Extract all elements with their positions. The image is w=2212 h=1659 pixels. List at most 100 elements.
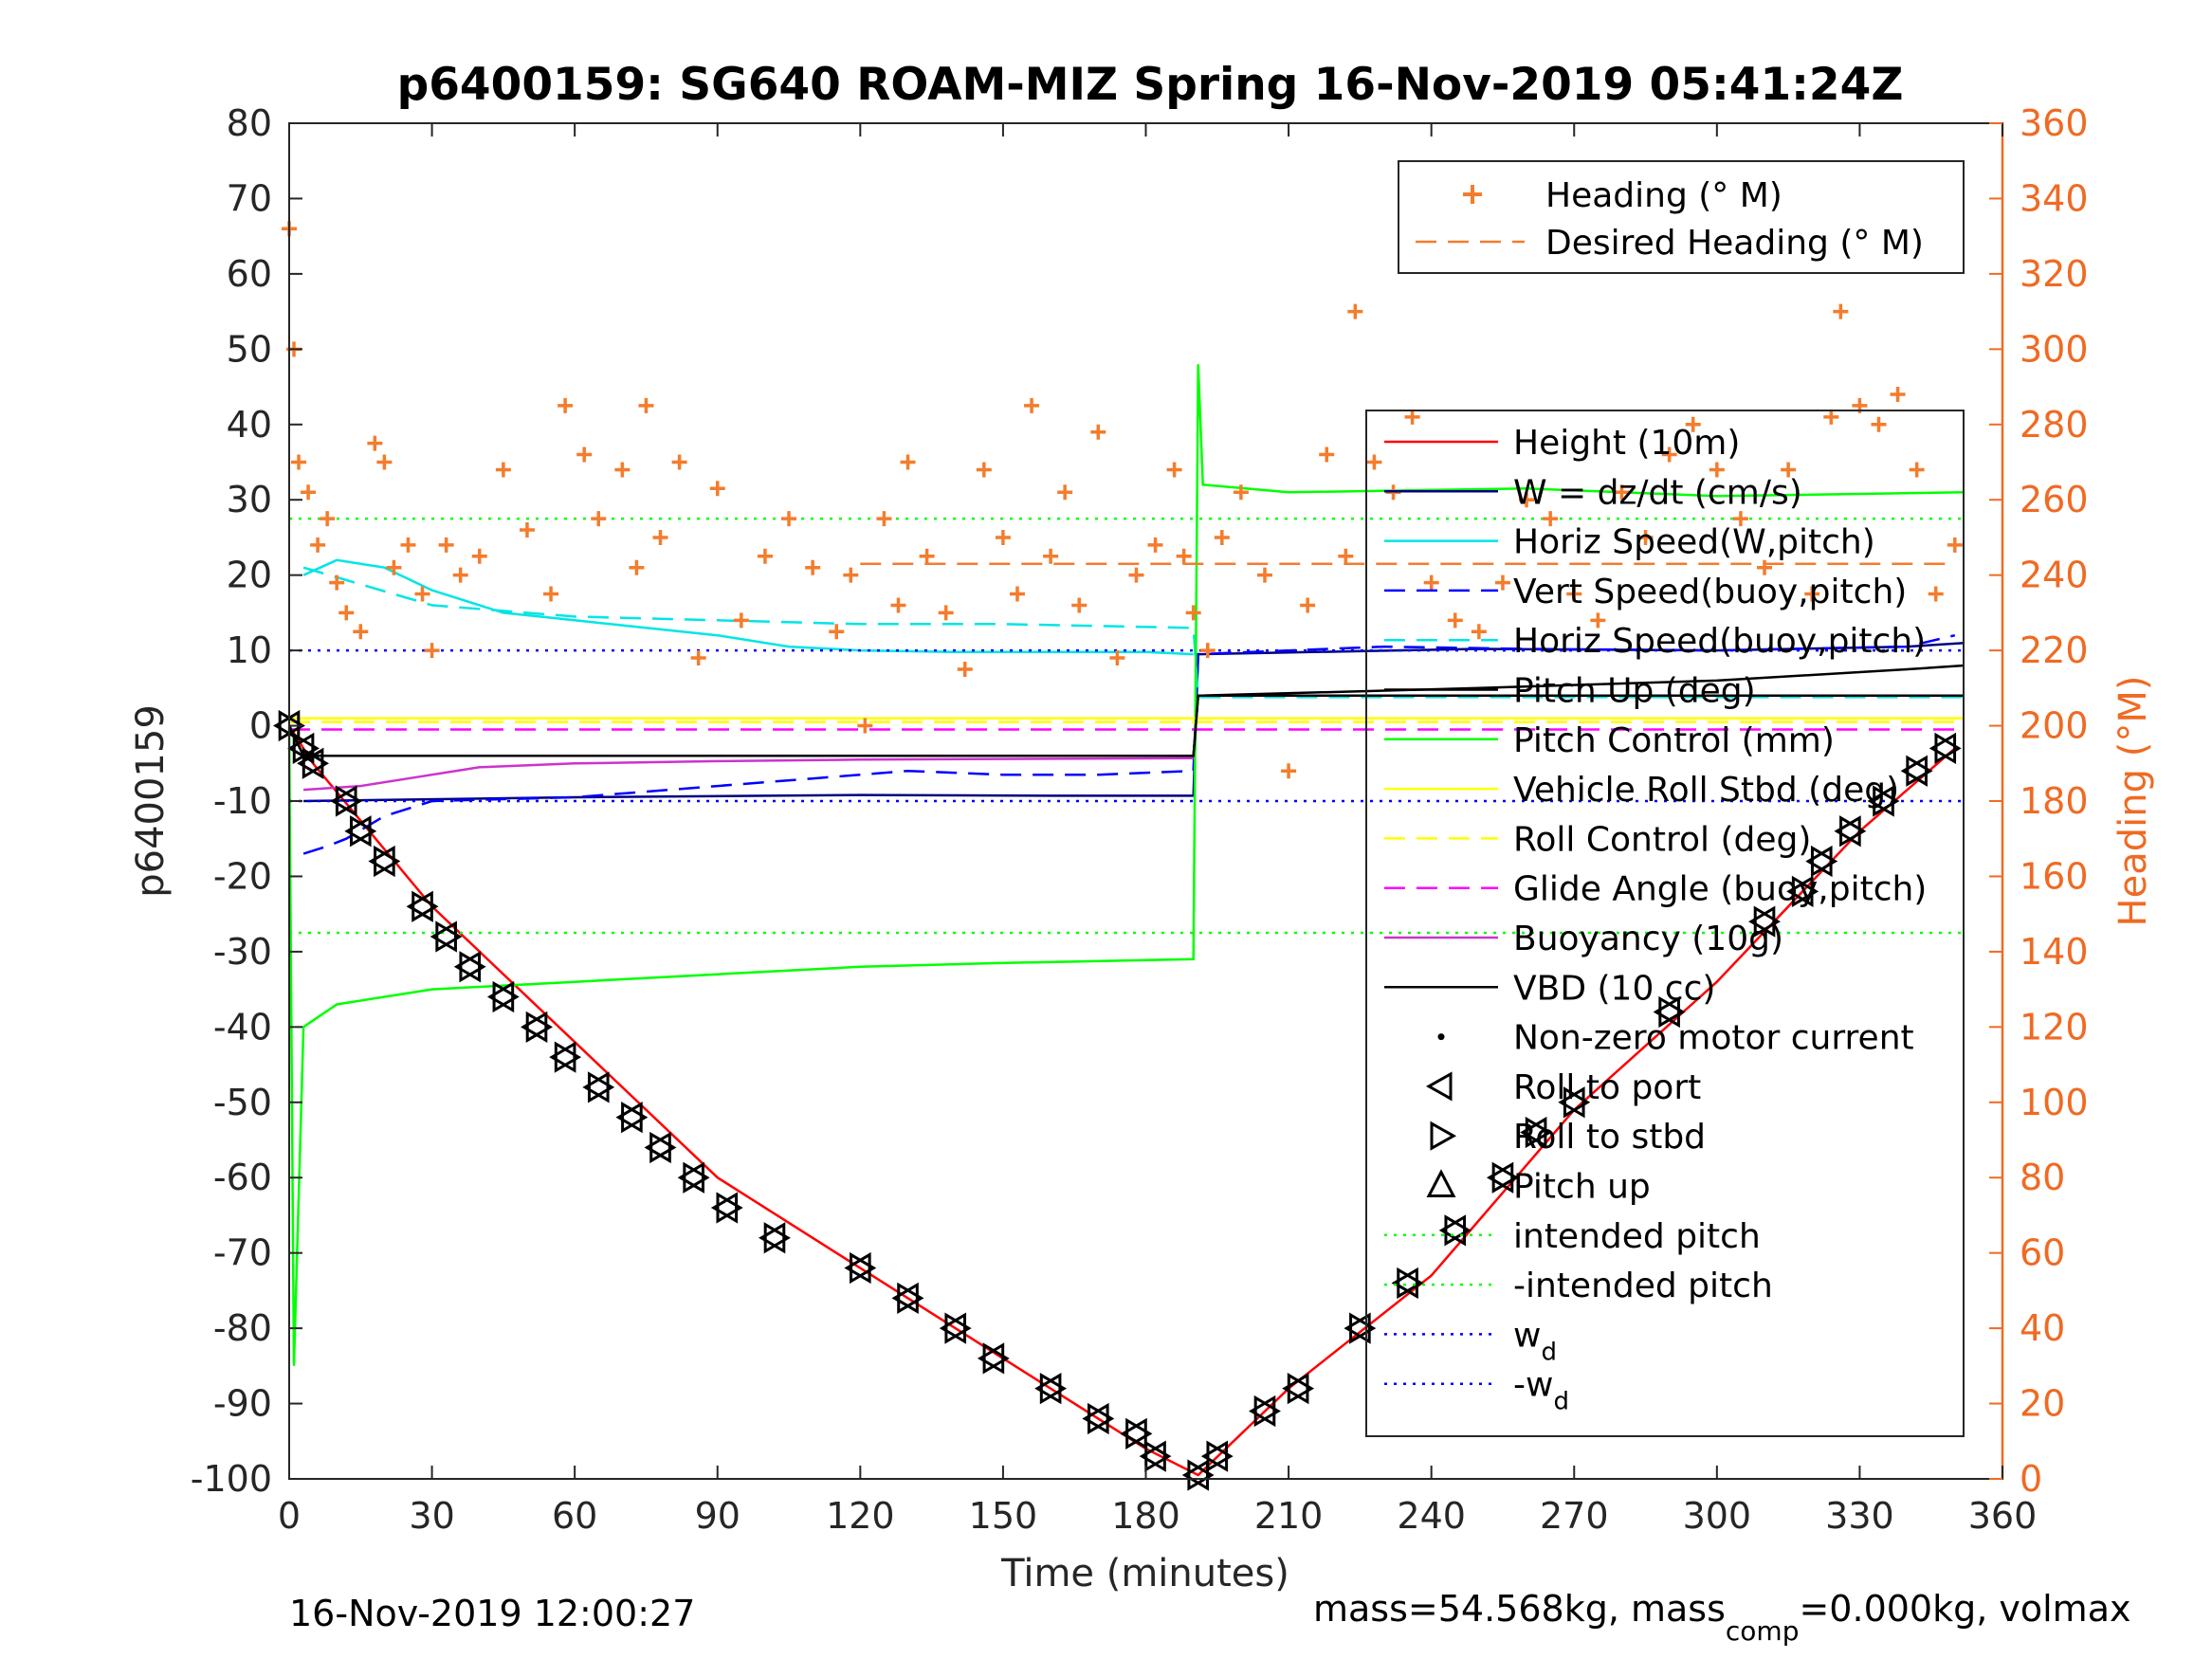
y-tick-label: 60 — [227, 253, 272, 295]
legend-label: Horiz Speed(buoy,pitch) — [1513, 622, 1926, 661]
series-layer — [287, 364, 1965, 1477]
y-tick-label: -100 — [191, 1458, 272, 1500]
heading-point — [291, 454, 307, 470]
legend-label: Pitch Control (mm) — [1513, 721, 1835, 760]
roll-to-stbd-marker — [1088, 1402, 1115, 1435]
roll-to-stbd-marker — [435, 921, 463, 953]
legend-label-text: Pitch up — [1513, 1168, 1651, 1207]
roll-to-port-marker — [1282, 1373, 1309, 1405]
footer-timestamp: 16-Nov-2019 12:00:27 — [289, 1593, 695, 1634]
heading-point — [414, 586, 430, 602]
legend-label-text: Roll Control (deg) — [1513, 820, 1811, 859]
heading-point — [805, 559, 821, 575]
heading-point — [1090, 424, 1106, 440]
heading-point — [709, 481, 725, 497]
x-tick-label: 240 — [1397, 1495, 1466, 1537]
roll-to-port-marker — [1900, 755, 1928, 787]
roll-to-stbd-marker — [587, 1071, 615, 1103]
legend-label: Vert Speed(buoy,pitch) — [1513, 573, 1907, 611]
roll-to-stbd-marker — [1791, 875, 1819, 907]
heading-point — [1043, 548, 1059, 564]
roll-to-port-marker — [1486, 1161, 1514, 1194]
heading-point — [733, 612, 749, 629]
roll-to-stbd-marker — [1839, 815, 1867, 848]
roll-to-stbd-marker — [763, 1222, 791, 1254]
x-tick-label: 30 — [409, 1495, 454, 1537]
roll-to-port-marker — [1834, 815, 1861, 848]
heading-point — [452, 567, 468, 583]
roll-to-stbd-marker — [1349, 1312, 1377, 1344]
y2-tick-label: 180 — [2020, 780, 2089, 822]
heading-point — [1185, 605, 1201, 621]
legend-label-text: Roll to port — [1513, 1068, 1701, 1107]
y2-tick-label: 240 — [2020, 555, 2089, 596]
heading-point — [1590, 612, 1606, 629]
heading-point — [424, 643, 440, 659]
roll-to-stbd-marker — [1563, 1086, 1591, 1119]
roll-to-stbd-marker — [554, 1041, 582, 1073]
heading-point — [1804, 586, 1820, 602]
y-tick-label: -60 — [213, 1157, 272, 1198]
legend-label: Roll Control (deg) — [1513, 820, 1811, 859]
roll-to-stbd-marker — [1187, 1459, 1215, 1491]
roll-to-stbd-marker — [411, 890, 439, 922]
heading-points-layer — [282, 221, 1963, 779]
heading-point — [495, 462, 511, 478]
heading-point — [1890, 387, 1906, 402]
roll-to-port-marker — [1805, 845, 1833, 878]
roll-to-stbd-marker — [897, 1282, 924, 1314]
roll-to-port-marker — [368, 845, 395, 878]
legend-label: Pitch Up (deg) — [1513, 672, 1756, 711]
heading-point — [1300, 597, 1316, 613]
legend-label: Height (10m) — [1513, 424, 1740, 463]
heading-point — [1199, 643, 1216, 659]
roll-to-port-marker — [1249, 1395, 1276, 1428]
legend-label: W = dz/dt (cm/s) — [1513, 473, 1802, 512]
chart-title: p6400159: SG640 ROAM-MIZ Spring 16-Nov-2… — [397, 59, 1904, 111]
legend-label-text: Horiz Speed(W,pitch) — [1513, 523, 1875, 562]
roll-to-port-marker — [521, 1011, 548, 1043]
y2-tick-label: 120 — [2020, 1006, 2089, 1048]
legend-label: wd — [1513, 1316, 1557, 1366]
heading-point — [976, 462, 992, 478]
roll-to-stbd-marker — [1397, 1267, 1424, 1300]
roll-to-stbd-marker — [1039, 1373, 1068, 1405]
x-tick-label: 360 — [1968, 1495, 2038, 1537]
heading-point — [638, 397, 654, 413]
legend-swatch — [1437, 1033, 1445, 1041]
roll-to-stbd-marker — [1491, 1161, 1519, 1194]
heading-point — [576, 447, 593, 463]
heading-point — [652, 529, 668, 545]
roll-to-port-marker — [330, 785, 357, 817]
legend-main-items: Height (10m) W = dz/dt (cm/s) Horiz Speed(… — [1384, 424, 1927, 1416]
roll-to-stbd-marker — [1253, 1395, 1281, 1428]
y-tick-label: 20 — [227, 555, 272, 596]
heading-point — [1637, 529, 1654, 545]
y2-tick-label: 360 — [2020, 102, 2089, 144]
heading-point — [829, 624, 845, 640]
heading-point — [1471, 624, 1487, 640]
roll-to-port-marker — [1344, 1312, 1371, 1344]
heading-point — [1566, 586, 1582, 602]
roll-to-stbd-marker — [525, 1011, 553, 1043]
roll-to-port-marker — [1929, 732, 1957, 765]
legend-label-sub: d — [1553, 1388, 1569, 1416]
roll-to-stbd-marker — [278, 709, 305, 742]
heading-point — [1256, 567, 1272, 583]
roll-to-stbd-marker — [649, 1131, 677, 1164]
heading-point — [310, 537, 326, 553]
heading-point — [320, 511, 336, 527]
roll-to-stbd-marker — [850, 1251, 877, 1285]
roll-to-port-marker — [1181, 1459, 1210, 1491]
roll-to-port-marker — [344, 815, 372, 848]
roll-to-port-marker — [677, 1161, 704, 1194]
roll-to-stbd-marker — [944, 1312, 972, 1344]
heading-point — [338, 605, 355, 621]
roll-to-port-marker — [549, 1041, 576, 1073]
x-tick-label: 330 — [1825, 1495, 1894, 1537]
heading-point — [1366, 454, 1382, 470]
heading-point — [1338, 548, 1354, 564]
roll-to-port-marker — [1558, 1086, 1585, 1119]
legend-label-sub: d — [1541, 1338, 1557, 1366]
heading-point — [1404, 409, 1420, 425]
